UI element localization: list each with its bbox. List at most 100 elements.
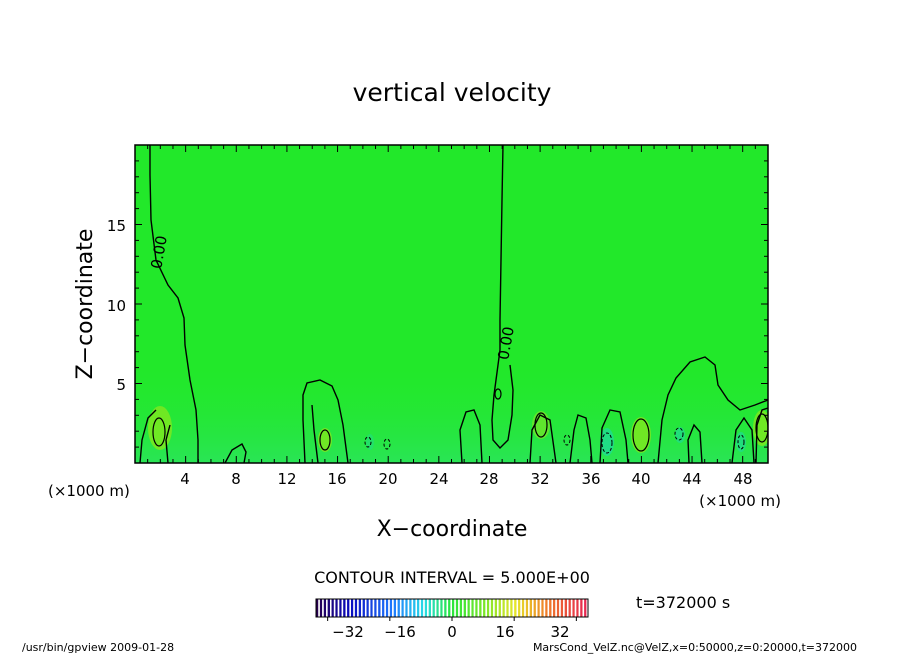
x-tick-label: 44	[682, 470, 701, 488]
colorbar-swatch	[490, 599, 494, 617]
colorbar-gap	[442, 599, 445, 617]
colorbar-gap	[465, 599, 468, 617]
colorbar-swatch	[549, 599, 552, 617]
contour-loop	[674, 427, 684, 441]
x-tick-label: 48	[733, 470, 752, 488]
colorbar-swatch	[576, 599, 579, 617]
colorbar-swatch	[350, 599, 354, 617]
colorbar-gap	[403, 599, 406, 617]
colorbar-gap	[512, 599, 515, 617]
colorbar-swatch	[568, 599, 571, 617]
colorbar-gap	[497, 599, 499, 617]
x-tick-label: 12	[277, 470, 296, 488]
colorbar-swatch	[444, 599, 447, 617]
colorbar-swatch	[518, 599, 521, 617]
colorbar-gap	[508, 599, 511, 617]
colorbar	[316, 599, 588, 621]
colorbar-swatch	[475, 599, 478, 617]
contour-label: 0.00	[494, 325, 518, 361]
contour-loop	[383, 438, 391, 450]
colorbar-tick-label: −32	[332, 623, 364, 641]
colorbar-swatch	[572, 599, 575, 617]
colorbar-gap	[333, 599, 336, 617]
colorbar-swatch	[382, 599, 385, 617]
colorbar-swatch	[533, 599, 536, 617]
colorbar-gap	[543, 599, 546, 617]
axis-ticks	[135, 145, 768, 463]
x-tick-label: 8	[231, 470, 241, 488]
contour-loop	[601, 432, 613, 454]
colorbar-gap	[481, 599, 484, 617]
colorbar-gap	[485, 599, 487, 617]
x-tick-label: 32	[530, 470, 549, 488]
colorbar-swatch	[319, 599, 323, 617]
colorbar-swatch	[498, 599, 501, 617]
colorbar-swatch	[537, 599, 540, 617]
colorbar-swatch	[584, 599, 587, 617]
colorbar-swatch	[409, 599, 412, 617]
colorbar-swatch	[343, 599, 346, 617]
x-unit-right: (×1000 m)	[699, 492, 781, 510]
contour-line	[569, 414, 593, 463]
colorbar-swatch	[479, 599, 482, 617]
colorbar-swatch	[529, 599, 533, 617]
colorbar-gap	[322, 599, 324, 617]
colorbar-swatch	[358, 599, 362, 617]
colorbar-swatch	[374, 599, 377, 617]
contour-line	[224, 443, 247, 463]
colorbar-gap	[473, 599, 476, 617]
colorbar-swatch	[393, 599, 397, 617]
colorbar-gap	[567, 599, 569, 617]
colorbar-swatch	[389, 599, 393, 617]
colorbar-swatch	[556, 599, 560, 617]
colorbar-swatch	[553, 599, 556, 617]
colorbar-swatch	[316, 599, 319, 617]
colorbar-swatch	[424, 599, 428, 617]
contour-loop	[737, 434, 745, 450]
x-tick-label: 16	[327, 470, 346, 488]
contour-line	[139, 409, 157, 463]
colorbar-gap	[454, 599, 456, 617]
colorbar-gap	[353, 599, 355, 617]
colorbar-gap	[372, 599, 375, 617]
colorbar-swatch	[370, 599, 373, 617]
colorbar-gap	[500, 599, 503, 617]
x-unit-left: (×1000 m)	[48, 482, 130, 500]
contour-loop	[319, 429, 331, 451]
colorbar-gap	[504, 599, 507, 617]
colorbar-swatch	[428, 599, 432, 617]
contour-line	[731, 416, 755, 463]
contour-label: 0.00	[147, 234, 171, 270]
contour-line	[302, 379, 349, 463]
colorbar-swatch	[521, 599, 525, 617]
colorbar-gap	[357, 599, 359, 617]
colorbar-swatch	[580, 599, 583, 617]
colorbar-gap	[396, 599, 398, 617]
colorbar-swatch	[448, 599, 451, 617]
colorbar-swatch	[339, 599, 342, 617]
colorbar-gap	[477, 599, 480, 617]
x-tick-label: 36	[581, 470, 600, 488]
colorbar-tick-label: 0	[447, 623, 457, 641]
colorbar-gap	[341, 599, 344, 617]
colorbar-gap	[555, 599, 557, 617]
colorbar-gap	[318, 599, 320, 617]
contour-line	[529, 414, 557, 463]
colorbar-swatch	[560, 599, 564, 617]
colorbar-swatch	[440, 599, 443, 617]
colorbar-swatch	[323, 599, 327, 617]
colorbar-swatch	[452, 599, 455, 617]
contour-line	[149, 145, 199, 463]
colorbar-gap	[349, 599, 351, 617]
colorbar-gap	[407, 599, 410, 617]
colorbar-swatch	[327, 599, 330, 617]
colorbar-gap	[563, 599, 565, 617]
field-blob	[366, 434, 374, 450]
colorbar-gap	[489, 599, 491, 617]
colorbar-swatch	[525, 599, 529, 617]
colorbar-swatch	[385, 599, 389, 617]
colorbar-gap	[326, 599, 328, 617]
contour-loop	[494, 388, 502, 400]
colorbar-gap	[535, 599, 538, 617]
